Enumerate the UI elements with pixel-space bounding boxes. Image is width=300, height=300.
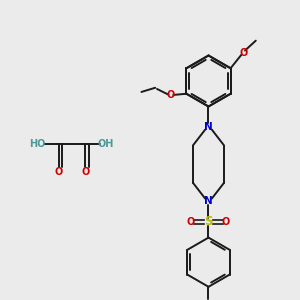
Text: S: S <box>204 215 213 228</box>
Text: O: O <box>81 167 90 177</box>
Text: O: O <box>54 167 63 177</box>
Text: HO: HO <box>29 139 46 149</box>
Text: O: O <box>167 90 175 100</box>
Text: O: O <box>222 217 230 227</box>
Text: O: O <box>187 217 195 227</box>
Text: N: N <box>204 122 213 132</box>
Text: O: O <box>239 48 247 58</box>
Text: N: N <box>204 196 213 206</box>
Text: OH: OH <box>98 139 114 149</box>
